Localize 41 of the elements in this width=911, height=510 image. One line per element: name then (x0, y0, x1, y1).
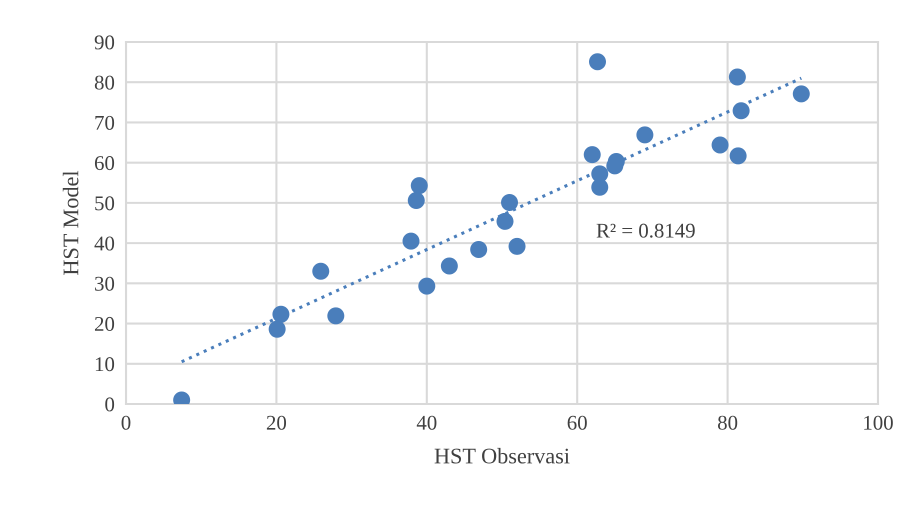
point (732, 102, 750, 120)
x-tick-label: 60 (568, 416, 587, 430)
y-axis-title: HST Model (62, 170, 78, 275)
point (584, 146, 601, 164)
point (410, 177, 428, 194)
y-tick-label: 30 (95, 276, 114, 291)
point (730, 147, 747, 164)
point (440, 258, 458, 275)
y-tick-label: 50 (95, 196, 114, 210)
point (402, 232, 420, 250)
point (501, 194, 518, 211)
point (591, 178, 608, 196)
point (272, 306, 290, 323)
y-tick-label: 0 (105, 397, 114, 412)
y-tick-label: 70 (95, 116, 114, 130)
point (312, 262, 330, 280)
annotation: R² = 0.8149 (596, 224, 695, 238)
point (508, 238, 526, 255)
point (496, 212, 514, 230)
x-tick-label: 40 (416, 416, 436, 430)
y-tick-label: 20 (94, 316, 114, 331)
point (589, 53, 606, 70)
point (418, 278, 436, 295)
point (728, 68, 746, 86)
point (712, 136, 729, 154)
y-tick-label: 60 (94, 156, 114, 170)
point (268, 320, 286, 338)
point (792, 85, 810, 102)
y-tick-label: 90 (94, 35, 114, 50)
y-tick-label: 40 (94, 236, 114, 251)
x-axis-title: HST Observasi (434, 448, 570, 464)
point (470, 241, 488, 258)
point (636, 126, 654, 144)
x-tick-label: 20 (266, 416, 286, 430)
y-tick-label: 10 (96, 357, 114, 372)
x-tick-label: 80 (718, 416, 738, 430)
point (408, 192, 425, 209)
x-tick-label: 0 (122, 416, 130, 430)
point (327, 307, 344, 324)
x-tick-label: 100 (864, 416, 893, 430)
y-tick-label: 80 (94, 76, 114, 90)
